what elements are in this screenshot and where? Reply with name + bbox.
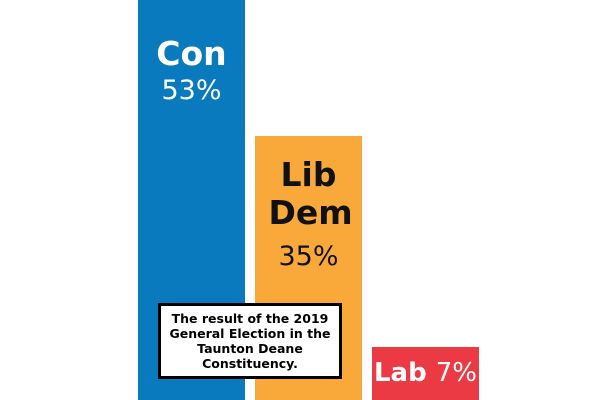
data-label: 35% bbox=[278, 241, 339, 272]
category-label: Con bbox=[156, 34, 227, 73]
bar-label-con: Con 53% bbox=[138, 34, 245, 107]
data-label: 7% bbox=[435, 358, 478, 388]
category-label: Lab bbox=[373, 358, 427, 388]
data-label: 53% bbox=[161, 75, 222, 107]
bar-label-lib-dem: Lib Dem 35% bbox=[255, 156, 362, 272]
bar-lab: Lab 7% bbox=[372, 347, 479, 400]
category-label: Lib Dem bbox=[268, 155, 353, 232]
bar-label-lab: Lab 7% bbox=[372, 359, 479, 388]
annotation-text: The result of the 2019 General Election … bbox=[169, 311, 331, 371]
chart-annotation: The result of the 2019 General Election … bbox=[158, 303, 342, 379]
